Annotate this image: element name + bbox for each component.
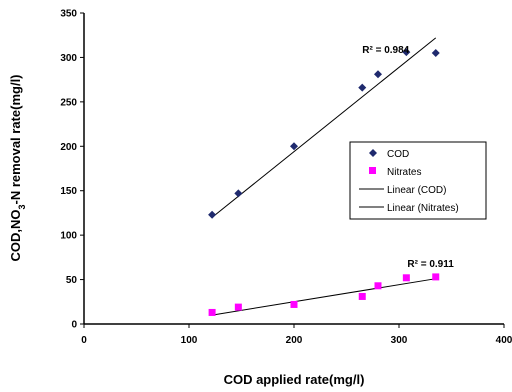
y-tick-label: 50 xyxy=(66,275,78,286)
data-point-nitrates xyxy=(208,308,216,316)
data-point-cod xyxy=(358,83,367,92)
y-tick-label: 300 xyxy=(60,53,77,64)
y-tick-label: 350 xyxy=(60,9,77,20)
legend: COD Nitrates Linear (COD) Linear (Nitrat… xyxy=(349,141,487,220)
y-axis-title-sub: 3 xyxy=(17,205,27,210)
legend-nitrates-marker xyxy=(369,167,376,174)
y-tick-label: 250 xyxy=(60,97,77,108)
legend-nitrates-label: Nitrates xyxy=(387,167,421,178)
y-tick-label: 200 xyxy=(60,142,77,153)
axes xyxy=(80,12,505,328)
data-point-nitrates xyxy=(432,273,440,281)
trendlines xyxy=(211,37,437,316)
y-axis-title-part2: -N removal rate(mg/l) xyxy=(8,74,23,204)
annotations: R² = 0.984 R² = 0.911 xyxy=(362,45,454,270)
x-axis-title: COD applied rate(mg/l) xyxy=(224,372,365,387)
y-tick-label: 0 xyxy=(71,320,77,331)
y-tick-label: 100 xyxy=(60,231,77,242)
x-tick-label: 300 xyxy=(391,335,408,346)
data-point-nitrates xyxy=(290,300,298,308)
y-axis-title-part1: COD,NO xyxy=(8,210,23,262)
x-tick-label: 400 xyxy=(496,335,512,346)
tick-labels: 0 100 200 300 400 0 50 100 150 200 250 300 350 xyxy=(60,9,512,347)
data-point-cod xyxy=(234,189,243,198)
trendline-cod xyxy=(211,37,437,218)
data-point-cod xyxy=(402,48,411,57)
x-tick-label: 0 xyxy=(81,335,87,346)
r-squared-nitrates-label: R² = 0.911 xyxy=(407,259,454,270)
data-point-cod xyxy=(290,142,298,151)
legend-linear-cod-label: Linear (COD) xyxy=(387,185,446,196)
data-point-nitrates xyxy=(402,274,410,282)
data-points xyxy=(208,48,440,316)
x-tick-label: 200 xyxy=(286,335,303,346)
y-axis-title: COD,NO3-N removal rate(mg/l) xyxy=(8,74,27,261)
y-tick-label: 150 xyxy=(60,186,77,197)
data-point-cod xyxy=(208,210,217,219)
data-point-nitrates xyxy=(234,303,242,311)
legend-linear-nitrates-label: Linear (Nitrates) xyxy=(387,203,459,214)
legend-cod-label: COD xyxy=(387,149,409,160)
data-point-cod xyxy=(431,48,440,57)
r-squared-cod-label: R² = 0.984 xyxy=(362,45,409,56)
x-tick-label: 100 xyxy=(181,335,198,346)
data-point-nitrates xyxy=(374,282,382,290)
data-point-nitrates xyxy=(358,292,366,300)
legend-cod-marker xyxy=(369,149,377,157)
data-point-cod xyxy=(374,70,382,79)
trendline-nitrates xyxy=(212,278,436,316)
